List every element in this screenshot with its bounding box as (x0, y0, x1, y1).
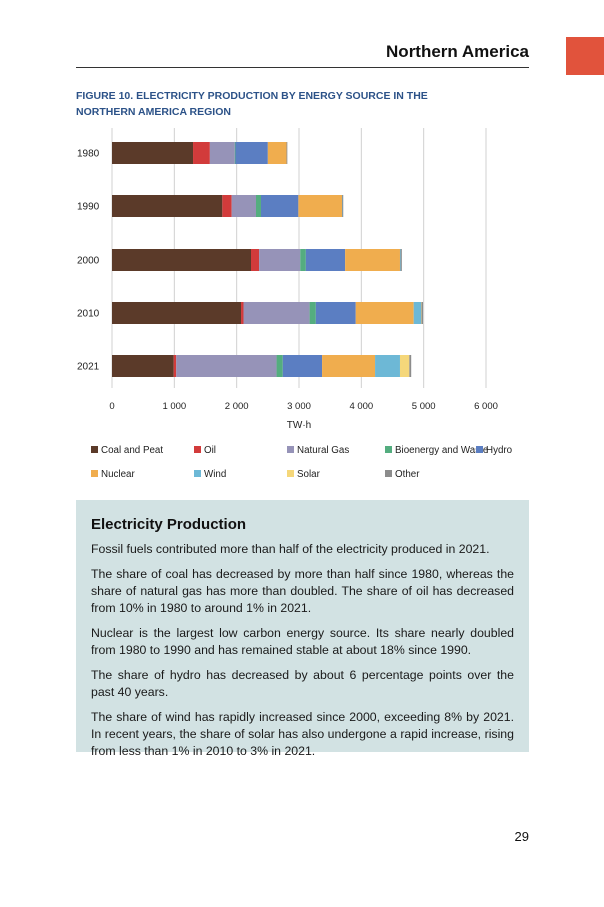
textbox-heading: Electricity Production (91, 516, 247, 533)
bar-segment-other (342, 195, 344, 217)
bar-segment-nuclear (345, 249, 400, 271)
bar-segment-solar (399, 355, 410, 377)
bar-segment-bioenergy-and-waste (300, 249, 306, 271)
bar-segment-coal-and-peat (112, 355, 174, 377)
figure-title: FIGURE 10. ELECTRICITY PRODUCTION BY ENE… (76, 90, 428, 118)
bar-segment-natural-gas (243, 302, 310, 324)
bar-segment-oil (173, 355, 177, 377)
bar-segment-nuclear (298, 195, 343, 217)
bar-segment-other (400, 249, 402, 271)
bar-segment-hydro (315, 302, 356, 324)
textbox-paragraph: Nuclear is the largest low carbon energy… (91, 626, 514, 657)
x-tick-label: 2 000 (225, 401, 249, 412)
bar-segment-coal-and-peat (112, 142, 194, 164)
bar-segment-bioenergy-and-waste (234, 142, 236, 164)
legend-label: Hydro (486, 445, 513, 456)
textbox-paragraph: The share of wind has rapidly increased … (91, 710, 514, 758)
bar-segment-wind (399, 249, 401, 271)
legend-swatch (91, 470, 98, 477)
bar-segment-oil (251, 249, 260, 271)
bar-segment-other (409, 355, 412, 377)
bar-segment-hydro (282, 355, 323, 377)
legend-swatch (91, 446, 98, 453)
category-label: 1990 (77, 202, 100, 213)
legend-swatch (194, 446, 201, 453)
bar-segment-nuclear (355, 302, 414, 324)
bar-segment-other (286, 142, 288, 164)
textbox-paragraph: The share of hydro has decreased by abou… (91, 668, 514, 699)
bar-segment-bioenergy-and-waste (309, 302, 316, 324)
bar-segment-coal-and-peat (112, 249, 252, 271)
x-tick-label: 1 000 (162, 401, 186, 412)
bar-segment-wind (413, 302, 422, 324)
textbox-paragraph: Fossil fuels contributed more than half … (91, 542, 490, 556)
bar-segment-natural-gas (259, 249, 301, 271)
x-tick-label: 5 000 (412, 401, 436, 412)
legend-label: Bioenergy and Waste (395, 445, 489, 456)
bar-segment-nuclear (267, 142, 287, 164)
x-axis-label: TW·h (287, 420, 311, 431)
category-label: 2000 (77, 256, 100, 267)
bar-segment-oil (222, 195, 232, 217)
header-divider (76, 67, 529, 68)
legend-label: Natural Gas (297, 445, 349, 456)
legend-label: Wind (204, 469, 226, 480)
legend-swatch (287, 470, 294, 477)
bar-segment-wind (375, 355, 400, 377)
category-label: 2010 (77, 309, 100, 320)
legend-label: Solar (297, 469, 321, 480)
x-tick-label: 6 000 (474, 401, 498, 412)
bar-segment-hydro (260, 195, 299, 217)
bar-segment-oil (193, 142, 210, 164)
section-title: Northern America (386, 42, 529, 61)
category-label: 1980 (77, 149, 100, 160)
legend-swatch (385, 470, 392, 477)
electricity-production-textbox: Electricity Production Fossil fuels cont… (76, 500, 529, 758)
legend-label: Coal and Peat (101, 445, 163, 456)
legend-swatch (476, 446, 483, 453)
bar-segment-coal-and-peat (112, 195, 223, 217)
bar-segment-bioenergy-and-waste (255, 195, 261, 217)
bar-segment-bioenergy-and-waste (276, 355, 283, 377)
x-tick-label: 4 000 (349, 401, 373, 412)
bar-segment-nuclear (322, 355, 376, 377)
bar-segment-natural-gas (176, 355, 277, 377)
x-tick-label: 0 (109, 401, 114, 412)
category-label: 2021 (77, 362, 100, 373)
legend-label: Oil (204, 445, 216, 456)
bar-segment-oil (241, 302, 244, 324)
bar-segment-other (421, 302, 424, 324)
bar-segment-hydro (305, 249, 346, 271)
bar-segment-natural-gas (209, 142, 235, 164)
stacked-bar-chart: 1980 1990 2000 2010 2021 0 1 000 2 000 3 000 4 00… (77, 128, 513, 480)
legend-swatch (194, 470, 201, 477)
legend-label: Nuclear (101, 469, 135, 480)
bar-segment-natural-gas (231, 195, 256, 217)
legend-swatch (385, 446, 392, 453)
page-number: 29 (514, 829, 529, 844)
section-color-tab (566, 37, 604, 75)
bar-segment-coal-and-peat (112, 302, 242, 324)
bar-segment-hydro (235, 142, 268, 164)
legend-swatch (287, 446, 294, 453)
legend-label: Other (395, 469, 420, 480)
textbox-paragraph: The share of coal has decreased by more … (91, 567, 514, 615)
x-tick-label: 3 000 (287, 401, 311, 412)
